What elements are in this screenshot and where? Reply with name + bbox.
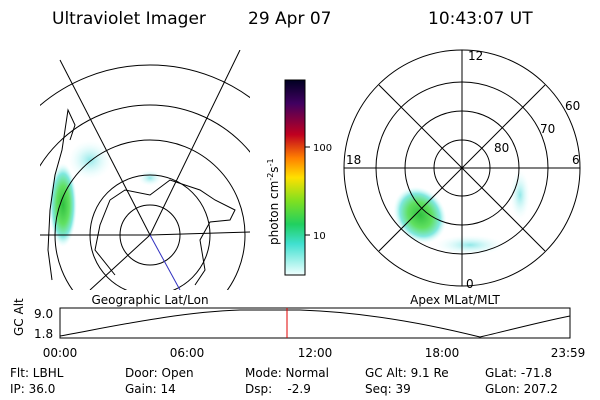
- footer: Flt: LBHL Door: Open Mode: Normal GC Alt: 9…: [10, 366, 558, 396]
- emission: [68, 140, 112, 180]
- status-field: Dsp: -2.9: [245, 382, 311, 396]
- lat-label: 70: [540, 122, 555, 136]
- mlt-label: 18: [346, 153, 361, 167]
- colorbar: [284, 79, 306, 276]
- unit-exp: -1: [266, 158, 275, 166]
- status-field: Flt: LBHL: [10, 366, 64, 380]
- status-field: Seq: 39: [365, 382, 411, 396]
- emission: [49, 163, 77, 247]
- status-field: GLat: -71.8: [485, 366, 552, 380]
- emission: [393, 186, 447, 244]
- caption: Apex MLat/MLT: [410, 293, 500, 307]
- strip-ytick: 1.8: [34, 327, 53, 341]
- strip-label: GC Alt: [12, 298, 26, 336]
- status-field: GC Alt: 9.1 Re: [365, 366, 449, 380]
- strip-xtick: 06:00: [170, 346, 205, 360]
- title: Ultraviolet Imager: [52, 9, 206, 29]
- colorbar-tick-label: 100: [313, 143, 332, 154]
- mlt-label: 12: [468, 49, 483, 63]
- lat-label: 60: [565, 99, 580, 113]
- emission: [510, 170, 530, 220]
- strip-frame: [59, 307, 571, 339]
- coastline: [94, 179, 236, 286]
- meridian: [149, 50, 241, 236]
- polar-emission: [393, 170, 530, 255]
- meridian: [149, 231, 250, 236]
- caption: Geographic Lat/Lon: [91, 293, 208, 307]
- coastline: [47, 108, 76, 281]
- strip-xtick: 18:00: [425, 346, 460, 360]
- altitude-curve: [59, 309, 571, 338]
- status-field: Mode: Normal: [245, 366, 329, 380]
- colorbar-unit: photon cm-2s-1: [266, 158, 281, 245]
- strip-xtick: 12:00: [298, 346, 333, 360]
- geographic-map: [40, 50, 250, 290]
- lat-label: 80: [494, 141, 509, 155]
- strip-ytick: 9.0: [34, 307, 53, 321]
- strip-xtick: 00:00: [43, 346, 78, 360]
- mlt-line: [378, 84, 546, 252]
- date: 29 Apr 07: [248, 9, 331, 29]
- status-field: Door: Open: [125, 366, 194, 380]
- mlt-label: 6: [572, 153, 580, 167]
- strip-xtick: 23:59: [551, 346, 586, 360]
- emission: [138, 170, 162, 186]
- meridian: [149, 234, 181, 290]
- graticule: [40, 104, 250, 167]
- unit-exp: -2: [266, 173, 275, 181]
- graticule: [40, 64, 250, 107]
- polar-grid: [343, 49, 581, 287]
- mlt-label: 0: [466, 277, 474, 291]
- unit: photon cm: [267, 181, 281, 245]
- status-field: Gain: 14: [125, 382, 176, 396]
- status-field: GLon: 207.2: [485, 382, 558, 396]
- unit: s: [267, 166, 281, 172]
- meridian: [89, 234, 151, 290]
- time: 10:43:07 UT: [428, 9, 533, 29]
- meridian: [59, 59, 151, 236]
- status-field: IP: 36.0: [10, 382, 55, 396]
- colorbar-tick-label: 10: [313, 231, 326, 242]
